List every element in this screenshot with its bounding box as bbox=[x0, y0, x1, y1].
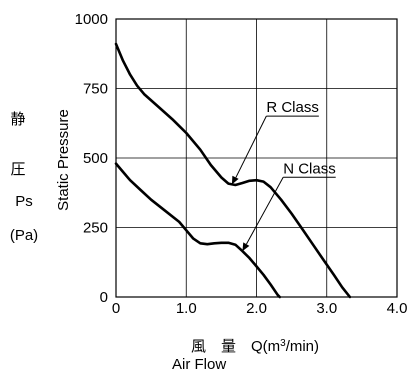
series-label-0: R Class bbox=[266, 99, 319, 116]
y-label-symbol: Ps bbox=[15, 193, 33, 210]
x-tick-label-4: 4.0 bbox=[387, 300, 408, 317]
x-tick-label-2: 2.0 bbox=[246, 300, 267, 317]
series-arrowhead-0 bbox=[231, 175, 239, 185]
annotations: R Class N Class bbox=[231, 99, 336, 252]
x-tick-label-0: 0 bbox=[112, 300, 120, 317]
x-label: 風 量 Q(m3/min) bbox=[191, 338, 319, 355]
x-label-en: Air Flow bbox=[172, 356, 226, 372]
series-leader-line-0 bbox=[235, 115, 267, 178]
x-label-unit-sup: 3 bbox=[280, 338, 286, 349]
y-label-unit: (Pa) bbox=[10, 227, 38, 244]
x-label-jp: 風 量 Q bbox=[191, 338, 263, 355]
y-label-jp-2: 圧 bbox=[10, 161, 25, 178]
x-tick-label-3: 3.0 bbox=[316, 300, 337, 317]
y-tick-label-3: 750 bbox=[83, 81, 108, 98]
x-label-unit-post: /min) bbox=[286, 338, 319, 355]
x-label-unit-pre: (m bbox=[263, 338, 281, 355]
grid bbox=[116, 19, 397, 297]
tick-labels: 0 1.0 2.0 3.0 4.0 0 250 500 750 1000 bbox=[75, 11, 408, 317]
series-line-1 bbox=[114, 162, 281, 299]
y-label-en: Static Pressure bbox=[55, 109, 72, 211]
series-leader-line-1 bbox=[246, 177, 284, 245]
series-line-0 bbox=[114, 42, 352, 299]
y-label-jp-1: 静 bbox=[10, 111, 25, 128]
y-tick-label-4: 1000 bbox=[75, 11, 108, 28]
y-tick-label-2: 500 bbox=[83, 150, 108, 167]
series-label-1: N Class bbox=[283, 160, 336, 177]
series-arrowhead-1 bbox=[242, 242, 250, 252]
y-tick-label-0: 0 bbox=[100, 289, 108, 306]
x-tick-label-1: 1.0 bbox=[176, 300, 197, 317]
plot-frame bbox=[115, 18, 398, 298]
y-tick-label-1: 250 bbox=[83, 220, 108, 237]
series-lines bbox=[114, 42, 352, 299]
